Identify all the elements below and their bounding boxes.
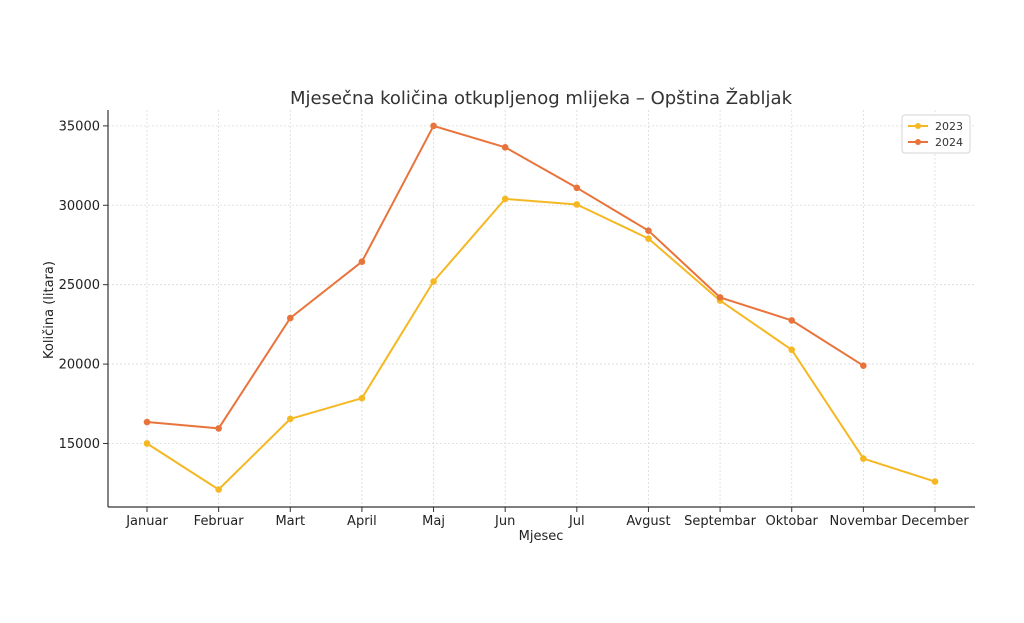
legend-marker-2024 — [915, 139, 921, 145]
data-point-2024 — [788, 317, 796, 324]
data-point-2023 — [573, 201, 581, 208]
data-point-2024 — [716, 294, 724, 301]
legend-label-2023: 2023 — [935, 120, 963, 133]
x-tick-label: Jun — [494, 514, 515, 529]
legend-label-2024: 2024 — [935, 136, 963, 149]
data-point-2024 — [215, 425, 222, 432]
data-point-2024 — [860, 362, 867, 369]
data-point-2024 — [143, 418, 151, 426]
data-point-2024 — [645, 227, 652, 234]
x-tick-label: Maj — [422, 514, 445, 529]
y-tick-label: 15000 — [59, 437, 100, 452]
data-point-2023 — [143, 440, 151, 447]
y-axis-ticks: 15000 20000 25000 30000 35000 — [59, 119, 108, 452]
y-tick-label: 20000 — [59, 358, 100, 373]
x-tick-label: Mart — [275, 514, 305, 529]
data-point-2023 — [286, 415, 294, 423]
data-point-2023 — [645, 235, 652, 242]
data-point-2024 — [286, 314, 294, 322]
data-point-2023 — [860, 455, 867, 462]
data-point-2023 — [788, 346, 796, 354]
x-tick-label: Januar — [125, 514, 168, 529]
series-group — [143, 122, 939, 493]
legend-marker-2023 — [915, 123, 921, 129]
chart-title: Mjesečna količina otkupljenog mlijeka – … — [290, 87, 793, 109]
x-tick-label: Novembar — [830, 514, 898, 529]
x-tick-label: Oktobar — [766, 514, 819, 529]
x-tick-label: Septembar — [684, 514, 756, 529]
grid — [108, 110, 975, 507]
data-point-2023 — [501, 195, 509, 203]
axes — [107, 110, 975, 508]
x-axis-title: Mjesec — [519, 529, 564, 544]
data-point-2023 — [931, 478, 939, 485]
data-point-2024 — [358, 258, 366, 265]
legend: 2023 2024 — [901, 114, 971, 154]
x-tick-label: Februar — [194, 514, 245, 529]
x-tick-label: Jul — [568, 514, 585, 529]
data-point-2023 — [358, 394, 366, 402]
x-axis-ticks: Januar Februar Mart April Maj Jun Jul Avgust Sep… — [125, 507, 969, 529]
data-point-2024 — [501, 144, 509, 151]
y-tick-label: 30000 — [59, 199, 100, 214]
data-point-2024 — [430, 122, 437, 130]
x-tick-label: Avgust — [626, 514, 670, 529]
x-tick-label: December — [901, 514, 969, 529]
data-point-2024 — [573, 184, 581, 192]
y-tick-label: 35000 — [59, 119, 100, 134]
series-line-2023 — [146, 197, 936, 491]
x-tick-label: April — [347, 514, 377, 529]
y-axis-title: Količina (litara) — [42, 261, 57, 359]
data-point-2023 — [215, 486, 222, 493]
data-point-2023 — [430, 278, 437, 285]
y-tick-label: 25000 — [59, 278, 100, 293]
